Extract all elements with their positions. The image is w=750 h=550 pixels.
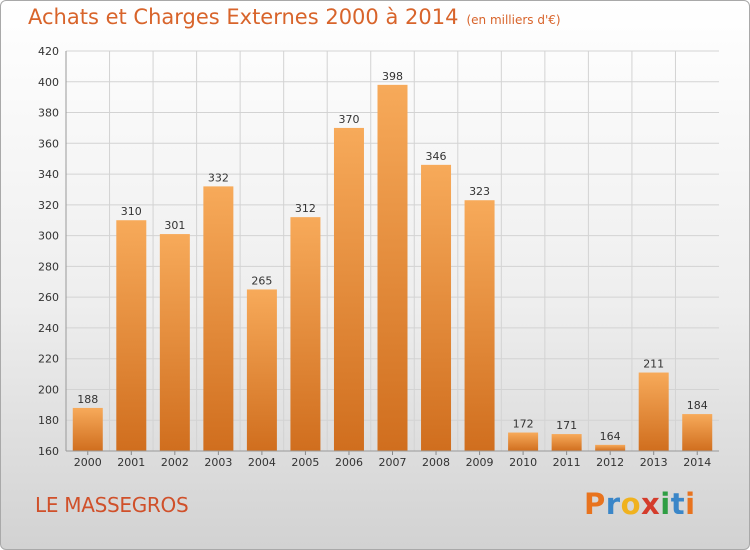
- logo-letter: i: [685, 487, 696, 521]
- x-tick-label: 2010: [509, 456, 537, 469]
- bar: [159, 234, 190, 451]
- x-tick-label: 2009: [466, 456, 494, 469]
- data-label: 398: [382, 70, 403, 83]
- data-label: 346: [426, 150, 447, 163]
- bar: [464, 200, 495, 451]
- y-tick-label: 320: [38, 199, 59, 212]
- bar: [508, 432, 539, 451]
- x-tick-label: 2002: [161, 456, 189, 469]
- x-tick-label: 2011: [553, 456, 581, 469]
- x-tick-label: 2005: [291, 456, 319, 469]
- bar: [551, 434, 582, 451]
- x-tick-label: 2003: [204, 456, 232, 469]
- bar: [72, 407, 103, 451]
- bar: [377, 84, 408, 451]
- x-tick-label: 2008: [422, 456, 450, 469]
- y-tick-label: 280: [38, 260, 59, 273]
- proxiti-logo: Proxiti: [584, 487, 696, 521]
- data-label: 172: [513, 418, 534, 431]
- x-tick-label: 2000: [74, 456, 102, 469]
- data-label: 211: [643, 358, 664, 371]
- y-tick-label: 240: [38, 322, 59, 335]
- x-tick-label: 2001: [117, 456, 145, 469]
- y-tick-label: 200: [38, 383, 59, 396]
- chart-subtitle: (en milliers d'€): [466, 13, 561, 27]
- bar: [246, 289, 277, 451]
- logo-letter: i: [660, 487, 671, 521]
- bars: [72, 84, 713, 451]
- data-label: 265: [251, 274, 272, 287]
- data-label: 370: [338, 113, 359, 126]
- bar: [290, 217, 321, 451]
- data-label: 323: [469, 185, 490, 198]
- data-labels: 188 310 301 332 265 312 370 398 346 323 172 171 164 2…: [77, 70, 707, 443]
- bar: [203, 186, 234, 451]
- bar: [638, 372, 669, 451]
- y-tick-label: 360: [38, 137, 59, 150]
- y-tick-label: 400: [38, 76, 59, 89]
- logo-letter: t: [670, 487, 686, 521]
- data-label: 184: [687, 399, 708, 412]
- logo-letter: P: [584, 487, 606, 521]
- commune-name: LE MASSEGROS: [35, 493, 189, 517]
- axes: 160 180 200 220 240 260 280 300 320 340 360 380 400 4…: [38, 45, 719, 469]
- bar: [333, 127, 364, 451]
- data-label: 301: [164, 219, 185, 232]
- bar: [421, 164, 452, 451]
- logo-letter: o: [620, 487, 642, 521]
- x-tick-label: 2007: [379, 456, 407, 469]
- y-tick-label: 380: [38, 107, 59, 120]
- y-tick-label: 300: [38, 230, 59, 243]
- data-label: 332: [208, 171, 229, 184]
- bar: [682, 414, 713, 451]
- y-tick-label: 180: [38, 414, 59, 427]
- data-label: 188: [77, 393, 98, 406]
- data-label: 171: [556, 419, 577, 432]
- bar: [116, 220, 147, 451]
- chart-title: Achats et Charges Externes 2000 à 2014: [28, 5, 459, 29]
- data-label: 164: [600, 430, 621, 443]
- x-tick-label: 2013: [640, 456, 668, 469]
- data-label: 312: [295, 202, 316, 215]
- bar: [595, 444, 626, 451]
- chart-title-block: Achats et Charges Externes 2000 à 2014 (e…: [28, 5, 561, 29]
- y-tick-label: 220: [38, 353, 59, 366]
- x-tick-label: 2014: [683, 456, 711, 469]
- logo-letter: x: [641, 487, 661, 521]
- x-tick-label: 2012: [596, 456, 624, 469]
- x-tick-label: 2006: [335, 456, 363, 469]
- logo-letter: r: [605, 487, 621, 521]
- y-tick-label: 260: [38, 291, 59, 304]
- y-tick-label: 420: [38, 45, 59, 58]
- y-tick-label: 160: [38, 445, 59, 458]
- data-label: 310: [121, 205, 142, 218]
- y-tick-label: 340: [38, 168, 59, 181]
- x-tick-label: 2004: [248, 456, 276, 469]
